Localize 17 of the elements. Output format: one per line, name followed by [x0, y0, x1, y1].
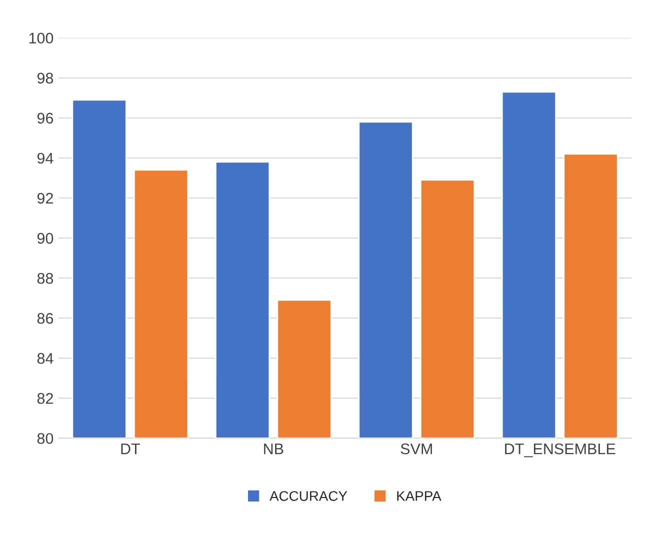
y-tick-label: 82 — [37, 393, 53, 404]
y-tick-label: 84 — [37, 353, 54, 364]
y-tick-label: 94 — [37, 152, 54, 164]
y-tick-label: 96 — [37, 112, 54, 124]
y-tick-label: 92 — [37, 192, 53, 204]
y-tick-label: 100 — [29, 32, 54, 44]
x-tick-label: DT_ENSEMBLE — [505, 443, 616, 458]
y-tick-label: 88 — [37, 272, 54, 284]
legend-label: KAPPA — [397, 491, 442, 501]
x-tick-label: SVM — [400, 443, 432, 454]
y-tick-label: 90 — [37, 232, 54, 244]
x-tick-label: DT — [121, 444, 140, 454]
y-tick-label: 98 — [37, 72, 54, 84]
y-tick-label: 80 — [37, 433, 54, 444]
legend-label: ACCURACY — [270, 491, 348, 501]
y-tick-label: 86 — [37, 312, 54, 324]
x-tick-label: NB — [264, 444, 284, 454]
